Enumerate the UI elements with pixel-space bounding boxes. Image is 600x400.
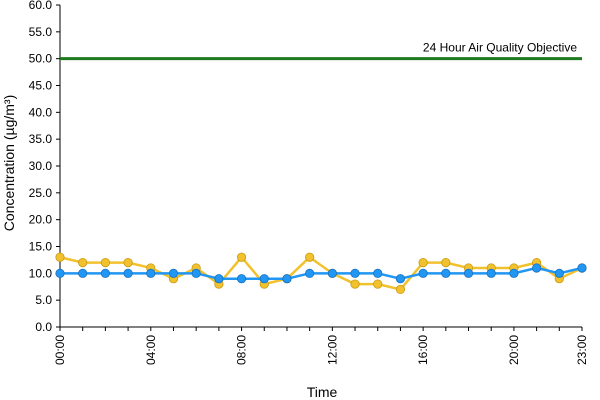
x-tick-label: 00:00 [53, 335, 67, 365]
series-2-point [78, 268, 88, 278]
objective-line-group: 24 Hour Air Quality Objective [60, 41, 582, 61]
series-1-point [441, 257, 451, 268]
series-2-point [577, 263, 587, 273]
x-tick-label: 04:00 [144, 335, 158, 365]
y-tick-label: 20.0 [29, 213, 53, 227]
series-2-line [60, 266, 583, 280]
objective-label: 24 Hour Air Quality Objective [423, 41, 577, 55]
series-1-point [373, 279, 383, 289]
x-axis-ticks: 00:00 04:00 08:00 12:00 16:00 20:00 23:00 [53, 327, 589, 365]
series-2-point [441, 268, 451, 278]
series-1-point [305, 252, 315, 262]
series-1-point [100, 257, 110, 268]
y-tick-label: 55.0 [29, 25, 53, 39]
series-group [55, 252, 587, 295]
x-tick-label: 16:00 [416, 335, 430, 365]
series-2-point [168, 268, 179, 278]
series-2-point [123, 268, 133, 278]
series-2-point [282, 274, 292, 284]
x-axis-title: Time [307, 384, 338, 400]
y-tick-label: 5.0 [35, 293, 52, 307]
series-2-point [214, 274, 224, 284]
x-tick-label: 12:00 [325, 335, 339, 365]
series-2-point [554, 268, 564, 278]
series-1-point [395, 284, 406, 295]
series-2-point [55, 268, 65, 278]
series-2-point [100, 268, 110, 278]
y-tick-label: 60.0 [29, 0, 53, 12]
y-tick-label: 40.0 [29, 105, 53, 119]
y-tick-label: 30.0 [29, 159, 53, 173]
y-tick-label: 50.0 [29, 52, 53, 66]
series-2-point [305, 268, 315, 278]
y-tick-label: 45.0 [29, 79, 53, 93]
series-1-point [418, 257, 428, 268]
y-tick-label: 35.0 [29, 132, 53, 146]
series-2-point [236, 274, 247, 284]
series-1-point [123, 257, 133, 268]
x-tick-label: 20:00 [507, 335, 521, 365]
series-2-point [532, 263, 542, 273]
series-1-point [78, 257, 88, 268]
series-2-point [509, 268, 519, 278]
y-axis-title: Concentration (µg/m³) [1, 95, 17, 231]
x-tick-label: 23:00 [575, 335, 589, 365]
y-tick-label: 10.0 [29, 266, 53, 280]
x-tick-label: 08:00 [235, 335, 249, 365]
series-2-point [373, 268, 383, 278]
series-2-point [350, 268, 360, 278]
y-axis-ticks: 0.0 5.0 10.0 15.0 20.0 25.0 30.0 35.0 40.0 45.0 50… [29, 0, 60, 334]
series-1-point [350, 279, 360, 289]
series-2-point [327, 268, 337, 278]
series-2-point [259, 274, 269, 284]
series-2-point [463, 268, 474, 278]
series-2-point [418, 268, 428, 278]
series-2-point [486, 268, 496, 278]
series-1-point [236, 252, 247, 262]
y-tick-label: 0.0 [35, 320, 52, 334]
series-1-point [55, 252, 65, 262]
y-tick-label: 15.0 [29, 240, 53, 254]
series-2-point [146, 268, 156, 278]
series-2-point [191, 268, 201, 278]
y-tick-label: 25.0 [29, 186, 53, 200]
series-2-point [395, 274, 406, 284]
